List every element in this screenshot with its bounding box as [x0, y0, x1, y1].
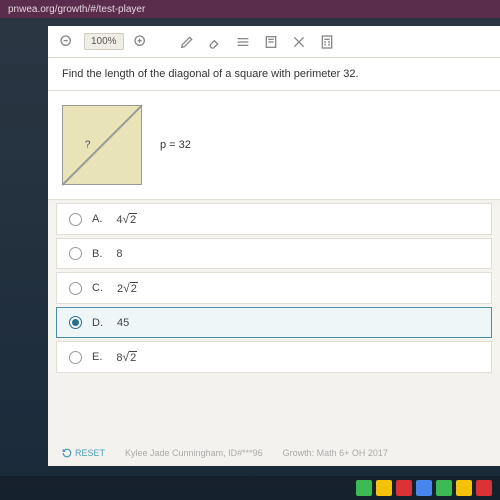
radio-a[interactable] — [69, 213, 82, 226]
option-a-value: 4√2 — [116, 212, 137, 226]
option-e-value: 8√2 — [116, 350, 137, 364]
task-icon[interactable] — [436, 480, 452, 496]
task-icon[interactable] — [416, 480, 432, 496]
option-letter: E. — [92, 351, 102, 363]
answer-options: A. 4√2 B. 8 C. 2√2 D. 45 E. 8√2 — [48, 203, 500, 373]
toolbar: 100% — [48, 26, 500, 58]
task-icon[interactable] — [456, 480, 472, 496]
test-info: Growth: Math 6+ OH 2017 — [283, 448, 388, 458]
footer: RESET Kylee Jade Cunningham, ID#***96 Gr… — [48, 440, 500, 466]
option-letter: A. — [92, 213, 102, 225]
option-d[interactable]: D. 45 — [56, 307, 492, 338]
browser-url-bar: pnwea.org/growth/#/test-player — [0, 0, 500, 18]
test-player-window: 100% Find the length of the diagonal of … — [48, 26, 500, 466]
desktop-area: 100% Find the length of the diagonal of … — [0, 26, 500, 500]
task-icon[interactable] — [396, 480, 412, 496]
square-figure: ? — [62, 105, 142, 185]
lines-icon[interactable] — [232, 31, 254, 53]
radio-d[interactable] — [69, 316, 82, 329]
eraser-icon[interactable] — [204, 31, 226, 53]
notepad-icon[interactable] — [260, 31, 282, 53]
option-a[interactable]: A. 4√2 — [56, 203, 492, 235]
reset-label: RESET — [75, 448, 105, 458]
question-prompt: Find the length of the diagonal of a squ… — [48, 58, 500, 91]
option-letter: B. — [92, 248, 102, 260]
option-b[interactable]: B. 8 — [56, 238, 492, 269]
task-icon[interactable] — [476, 480, 492, 496]
unknown-label: ? — [85, 140, 91, 151]
option-c-value: 2√2 — [117, 281, 138, 295]
option-c[interactable]: C. 2√2 — [56, 272, 492, 304]
reset-icon — [62, 448, 72, 458]
zoom-in-icon[interactable] — [130, 31, 152, 53]
radio-c[interactable] — [69, 282, 82, 295]
calculator-icon[interactable] — [316, 31, 338, 53]
reset-button[interactable]: RESET — [62, 448, 105, 458]
option-letter: D. — [92, 317, 103, 329]
option-b-value: 8 — [116, 248, 122, 260]
url-text: pnwea.org/growth/#/test-player — [8, 4, 145, 15]
option-d-value: 45 — [117, 317, 129, 329]
zoom-level: 100% — [84, 33, 124, 50]
zoom-out-icon[interactable] — [56, 31, 78, 53]
perimeter-label: p = 32 — [160, 139, 191, 151]
radio-b[interactable] — [69, 247, 82, 260]
option-e[interactable]: E. 8√2 — [56, 341, 492, 373]
radio-e[interactable] — [69, 351, 82, 364]
pencil-icon[interactable] — [176, 31, 198, 53]
task-icon[interactable] — [356, 480, 372, 496]
question-text: Find the length of the diagonal of a squ… — [62, 68, 359, 80]
task-icon[interactable] — [376, 480, 392, 496]
student-info: Kylee Jade Cunningham, ID#***96 — [125, 448, 263, 458]
option-letter: C. — [92, 282, 103, 294]
taskbar — [0, 476, 500, 500]
strike-icon[interactable] — [288, 31, 310, 53]
figure-area: ? p = 32 — [48, 91, 500, 200]
browser-chrome — [0, 18, 500, 26]
